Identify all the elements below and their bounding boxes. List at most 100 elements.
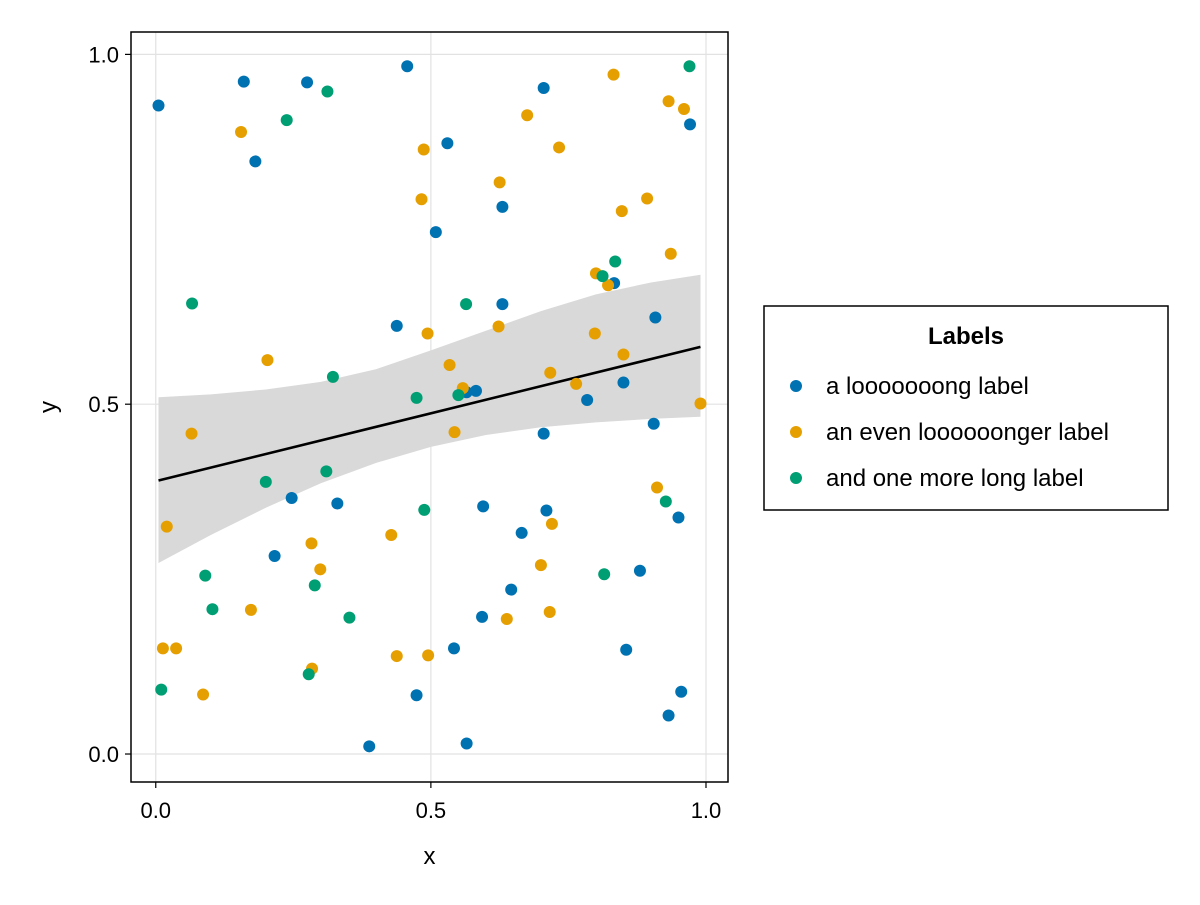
scatter-point-s1-11 — [664, 247, 677, 260]
scatter-point-s1-39 — [422, 649, 435, 662]
confidence-band — [158, 274, 701, 564]
scatter-point-s2-20 — [155, 683, 168, 696]
scatter-points — [152, 60, 707, 753]
scatter-point-s1-2 — [677, 102, 690, 115]
y-tick-label-1: 0.5 — [88, 392, 119, 417]
scatter-point-s1-10 — [615, 205, 628, 218]
scatter-point-s0-31 — [620, 643, 633, 656]
scatter-point-s1-36 — [156, 642, 169, 655]
scatter-point-s2-13 — [659, 495, 672, 508]
scatter-point-s1-31 — [534, 559, 547, 572]
scatter-point-s2-15 — [598, 568, 611, 581]
scatter-point-s2-7 — [326, 370, 339, 383]
scatter-point-s1-17 — [617, 348, 630, 361]
scatter-point-s1-23 — [694, 397, 707, 410]
scatter-point-s0-29 — [476, 610, 489, 623]
regression-line-group — [158, 345, 701, 482]
scatter-point-s0-13 — [649, 311, 662, 324]
scatter-point-s1-6 — [553, 141, 566, 154]
scatter-point-s0-21 — [331, 497, 344, 510]
scatter-point-s2-10 — [320, 465, 333, 478]
confidence-band-area — [158, 274, 701, 564]
scatter-point-s1-27 — [160, 520, 173, 533]
x-axis-ticks: 0.0 0.5 1.0 — [140, 782, 721, 823]
scatter-point-s2-14 — [199, 569, 212, 582]
scatter-point-s2-19 — [302, 668, 315, 681]
scatter-point-s1-37 — [170, 642, 183, 655]
legend-marker-0 — [790, 380, 802, 392]
scatter-point-s2-3 — [609, 255, 622, 268]
scatter-point-s1-18 — [261, 354, 274, 367]
scatter-point-s2-6 — [460, 298, 473, 311]
scatter-point-s1-16 — [588, 327, 601, 340]
scatter-point-s1-5 — [417, 143, 430, 156]
scatter-point-s0-10 — [496, 298, 509, 311]
y-axis-ticks: 0.0 0.5 1.0 — [88, 42, 131, 767]
scatter-point-s2-18 — [343, 611, 356, 624]
y-axis-label: y — [35, 401, 62, 413]
x-tick-label-2: 1.0 — [691, 798, 722, 823]
scatter-point-s1-34 — [543, 605, 556, 618]
scatter-point-s0-20 — [285, 491, 298, 504]
scatter-point-s1-7 — [493, 176, 506, 189]
scatter-point-s0-32 — [410, 689, 423, 702]
scatter-point-s0-18 — [647, 417, 660, 430]
scatter-point-s2-0 — [683, 60, 696, 73]
regression-line — [158, 345, 701, 482]
scatter-point-s2-2 — [280, 114, 293, 127]
legend-label-0: a looooooong label — [826, 373, 1029, 400]
scatter-point-s2-9 — [452, 389, 465, 402]
scatter-point-s1-41 — [197, 688, 210, 701]
scatter-point-s1-35 — [500, 612, 513, 625]
scatter-point-s0-1 — [237, 75, 250, 88]
scatter-point-s2-11 — [259, 475, 272, 488]
scatter-point-s1-20 — [544, 366, 557, 379]
scatter-point-s0-16 — [469, 384, 482, 397]
legend-label-2: and one more long label — [826, 465, 1084, 492]
scatter-point-s1-32 — [314, 563, 327, 576]
scatter-point-s1-21 — [570, 377, 583, 390]
scatter-point-s2-17 — [206, 603, 219, 616]
scatter-point-s0-3 — [301, 76, 314, 89]
scatter-point-s1-8 — [415, 193, 428, 206]
scatter-point-s1-15 — [421, 327, 434, 340]
scatter-point-s2-16 — [308, 579, 321, 592]
scatter-point-s1-19 — [443, 359, 456, 372]
scatter-point-s2-4 — [596, 270, 609, 283]
legend-label-1: an even loooooonger label — [826, 419, 1109, 446]
scatter-point-s1-9 — [641, 192, 654, 205]
scatter-point-s2-8 — [410, 391, 423, 404]
scatter-point-s1-26 — [651, 481, 664, 494]
legend-entries: a looooooong label an even loooooonger la… — [790, 373, 1109, 492]
y-tick-label-0: 0.0 — [88, 742, 119, 767]
x-axis-label: x — [424, 843, 436, 870]
legend-box — [763, 305, 1169, 511]
scatter-point-s0-27 — [633, 564, 646, 577]
scatter-point-s2-12 — [418, 503, 431, 516]
scatter-point-s1-33 — [244, 603, 257, 616]
x-tick-label-0: 0.0 — [140, 798, 171, 823]
scatter-point-s0-4 — [401, 60, 414, 73]
scatter-point-s0-6 — [537, 81, 550, 94]
scatter-point-s0-34 — [662, 709, 675, 722]
scatter-point-s0-24 — [672, 511, 685, 524]
scatter-point-s1-3 — [521, 109, 534, 122]
scatter-point-s2-1 — [321, 85, 334, 98]
scatter-point-s1-14 — [492, 320, 505, 333]
scatter-point-s0-17 — [581, 394, 594, 407]
scatter-point-s0-5 — [441, 137, 454, 150]
plot-area-frame — [130, 31, 729, 783]
scatter-point-s0-14 — [617, 376, 630, 389]
scatter-point-s1-30 — [305, 537, 318, 550]
scatter-point-s0-25 — [515, 526, 528, 539]
scatter-point-s1-24 — [185, 427, 198, 440]
legend: Labels a looooooong label an even loooooo… — [763, 305, 1169, 511]
scatter-point-s0-26 — [268, 550, 281, 563]
scatter-point-s0-36 — [460, 737, 473, 750]
scatter-point-s0-8 — [429, 226, 442, 239]
legend-marker-1 — [790, 426, 802, 438]
scatter-point-s1-28 — [545, 517, 558, 530]
scatter-point-s0-19 — [537, 427, 550, 440]
